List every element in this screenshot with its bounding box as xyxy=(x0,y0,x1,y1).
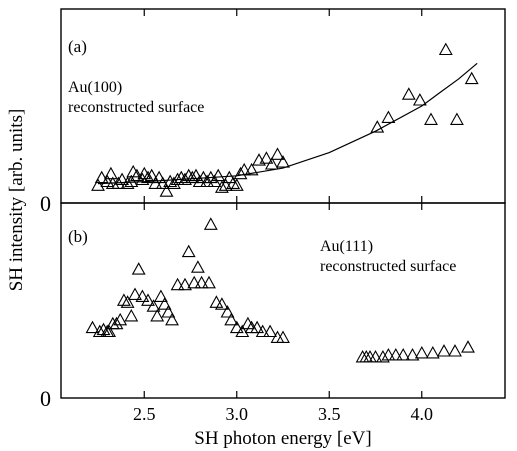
data-point xyxy=(165,312,179,326)
data-point xyxy=(264,157,279,170)
data-point xyxy=(85,320,100,334)
y-tick-label: 0 xyxy=(40,191,51,216)
data-point xyxy=(425,345,440,359)
data-point xyxy=(396,347,411,361)
x-tick-label: 2.5 xyxy=(133,404,156,424)
data-point xyxy=(185,170,200,184)
data-point xyxy=(102,324,117,338)
data-point xyxy=(464,71,479,85)
data-point xyxy=(170,277,185,291)
data-point xyxy=(115,172,130,186)
data-point xyxy=(412,93,427,106)
x-axis-label: SH photon energy [eV] xyxy=(194,428,371,449)
panel-b: 0 2.5 3.0 3.5 4.0 SH photon energy [eV] (b) Au(… xyxy=(40,202,506,449)
data-point xyxy=(128,287,142,300)
data-point xyxy=(250,320,265,334)
data-point xyxy=(388,347,403,361)
data-point xyxy=(233,166,248,180)
data-point xyxy=(181,168,196,182)
data-point xyxy=(226,176,241,189)
data-point xyxy=(448,344,462,357)
data-point xyxy=(381,347,396,361)
panel-a: 0 (a) Au(100) reconstructed surface xyxy=(40,8,506,216)
data-point xyxy=(244,162,259,176)
plot-frame xyxy=(60,202,506,399)
data-point xyxy=(150,308,165,322)
data-point xyxy=(437,344,451,357)
data-point xyxy=(187,275,202,289)
data-point xyxy=(152,170,167,184)
data-point xyxy=(146,299,161,312)
data-point xyxy=(375,349,390,363)
data-point xyxy=(161,305,176,318)
y-tick-label: 0 xyxy=(40,386,51,411)
data-point xyxy=(438,42,453,56)
data-point xyxy=(157,297,172,310)
data-point xyxy=(220,305,235,318)
annotation-line: Au(100) xyxy=(68,79,122,96)
data-point xyxy=(401,87,416,100)
data-point xyxy=(91,178,105,191)
data-point xyxy=(192,174,207,188)
panel-label: (a) xyxy=(68,37,87,56)
data-point xyxy=(135,289,150,302)
annotation-line: Au(111) xyxy=(320,238,373,255)
x-tick-label: 3.5 xyxy=(318,404,341,424)
data-point xyxy=(263,324,278,338)
data-point xyxy=(144,168,159,182)
data-point xyxy=(276,330,290,343)
data-point xyxy=(405,347,420,361)
data-point xyxy=(461,340,475,353)
data-point xyxy=(202,275,216,289)
data-point xyxy=(276,155,290,168)
data-point xyxy=(211,168,226,182)
annotation-line: reconstructed surface xyxy=(320,258,456,275)
data-point xyxy=(113,312,128,326)
data-point xyxy=(178,277,192,291)
data-point xyxy=(141,170,155,184)
data-point xyxy=(116,293,131,306)
data-point xyxy=(120,295,135,308)
data-point xyxy=(229,178,244,191)
data-point xyxy=(214,297,229,310)
fit-line xyxy=(97,62,478,185)
data-point xyxy=(449,112,464,125)
data-point xyxy=(190,260,205,273)
data-point xyxy=(270,147,285,160)
data-point xyxy=(229,320,244,334)
data-point xyxy=(381,110,396,123)
data-point xyxy=(131,262,146,275)
panel-label: (b) xyxy=(68,227,88,246)
data-point xyxy=(109,316,124,330)
data-point xyxy=(200,174,215,188)
data-point xyxy=(159,184,174,197)
data-point xyxy=(194,275,209,289)
y-axis-label: SH intensity [arb. units] xyxy=(6,109,27,292)
data-point xyxy=(224,312,239,326)
data-point xyxy=(414,345,429,359)
data-point xyxy=(92,324,107,338)
annotation-line: reconstructed surface xyxy=(68,99,204,116)
data-point xyxy=(222,170,237,184)
data-point xyxy=(153,289,168,302)
data-point xyxy=(124,308,139,322)
x-tick-label: 4.0 xyxy=(411,404,434,424)
data-point xyxy=(235,324,250,338)
data-point xyxy=(255,324,270,338)
data-point xyxy=(103,166,118,180)
data-point xyxy=(203,217,218,230)
x-tick-label: 3.0 xyxy=(226,404,249,424)
data-point xyxy=(214,180,229,193)
data-point xyxy=(141,293,155,306)
data-point xyxy=(181,244,196,258)
data-point xyxy=(424,112,438,125)
data-point xyxy=(189,168,203,182)
data-point xyxy=(370,120,385,133)
data-point xyxy=(368,349,383,363)
data-point xyxy=(259,151,274,164)
data-point xyxy=(94,170,109,184)
